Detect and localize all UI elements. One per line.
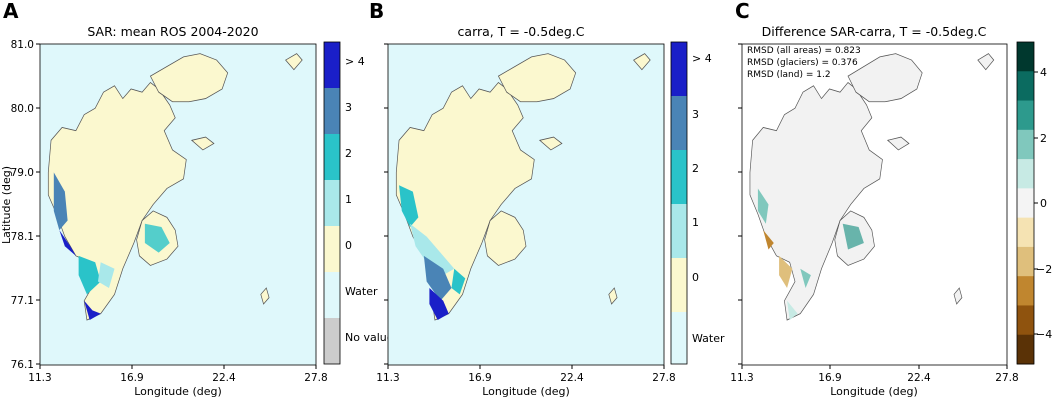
colorbar-segment: [1017, 217, 1034, 248]
colorbar-tick: −4: [1036, 328, 1052, 341]
y-tick: 81.0: [11, 39, 34, 51]
y-tick: 79.0: [11, 167, 34, 179]
y-tick: 76.1: [11, 359, 34, 371]
colorbar-label: 0: [692, 271, 699, 284]
colorbar-tick: 2: [1040, 132, 1047, 145]
panel-b-yaxis: [384, 43, 388, 365]
colorbar-label: > 4: [692, 52, 712, 65]
panel-b-land: [394, 52, 652, 322]
panel-c-title: Difference SAR-carra, T = -0.5deg.C: [762, 24, 987, 39]
colorbar-label: 3: [692, 108, 699, 121]
panel-c-colorbar: 4 2 0 −2 −4: [1016, 41, 1052, 365]
colorbar-label: 1: [692, 216, 699, 229]
colorbar-label: 2: [345, 147, 352, 160]
colorbar-label: 1: [345, 193, 352, 206]
panel-a-xlabel: Longitude (deg): [134, 385, 222, 398]
colorbar-segment: [1017, 71, 1034, 102]
panel-b-xlabel: Longitude (deg): [482, 385, 570, 398]
x-tick: 22.4: [212, 372, 236, 384]
panel-a: A SAR: mean ROS 2004-2020 81.0 80.0 79.0…: [0, 0, 394, 398]
panel-b: B carra, T = -0.5deg.C 11.3 16.9 2: [369, 0, 725, 398]
x-tick: 16.9: [468, 372, 491, 384]
x-tick: 16.9: [120, 372, 143, 384]
x-tick: 27.8: [995, 372, 1018, 384]
colorbar-segment: [1017, 334, 1034, 365]
colorbar-segment: [1017, 188, 1034, 219]
colorbar-segment: [1017, 100, 1034, 131]
y-tick: 78.1: [11, 231, 34, 243]
panel-a-letter: A: [3, 0, 19, 23]
colorbar-label: Water: [345, 285, 378, 298]
colorbar-label: 3: [345, 101, 352, 114]
x-tick: 22.4: [907, 372, 931, 384]
colorbar-label: 2: [692, 162, 699, 175]
panel-b-xaxis: 11.3 16.9 22.4 27.8 Longitude (deg): [376, 365, 676, 398]
stat-line: RMSD (all areas) = 0.823: [747, 46, 861, 56]
x-tick: 22.4: [560, 372, 584, 384]
x-tick: 27.8: [304, 372, 327, 384]
x-tick: 11.3: [376, 372, 399, 384]
x-tick: 11.3: [28, 372, 51, 384]
y-tick: 80.0: [11, 103, 34, 115]
panel-b-title: carra, T = -0.5deg.C: [458, 24, 585, 39]
colorbar-segment: [1017, 159, 1034, 189]
colorbar-label: 0: [345, 239, 352, 252]
x-tick: 16.9: [818, 372, 841, 384]
x-tick: 27.8: [652, 372, 675, 384]
panel-c: C Difference SAR-carra, T = -0.5deg.C RM…: [730, 0, 1052, 398]
panel-a-title: SAR: mean ROS 2004-2020: [87, 24, 258, 39]
panel-a-colorbar: > 4 3 2 1 0 Water No value: [323, 41, 394, 365]
panel-c-letter: C: [735, 0, 750, 23]
colorbar-tick: 4: [1040, 66, 1047, 79]
colorbar-segment: [1017, 305, 1034, 336]
stat-line: RMSD (glaciers) = 0.376: [747, 58, 858, 68]
panel-a-xaxis: 11.3 16.9 22.4 27.8 Longitude (deg): [28, 365, 328, 398]
panel-b-letter: B: [369, 0, 384, 23]
colorbar-segment: [1017, 276, 1034, 306]
colorbar-segment: [1017, 129, 1034, 160]
panel-c-stats: RMSD (all areas) = 0.823 RMSD (glaciers)…: [747, 46, 861, 80]
x-tick: 11.3: [730, 372, 753, 384]
stat-line: RMSD (land) = 1.2: [747, 70, 831, 80]
colorbar-label: No value: [345, 331, 394, 344]
colorbar-segment: [1017, 246, 1034, 277]
panel-a-ylabel: Latitude (deg): [0, 166, 13, 244]
y-tick: 77.1: [11, 295, 34, 307]
panel-c-xaxis: 11.3 16.9 22.4 27.8 Longitude (deg): [730, 365, 1019, 398]
panel-c-land: [748, 52, 996, 322]
panel-a-yaxis: 81.0 80.0 79.0 78.1 77.1 76.1 Latitude (…: [0, 39, 40, 371]
colorbar-label: > 4: [345, 55, 365, 68]
colorbar-tick: −2: [1036, 263, 1052, 276]
panel-b-colorbar: > 4 3 2 1 0 Water: [670, 41, 725, 365]
panel-c-xlabel: Longitude (deg): [830, 385, 918, 398]
colorbar-label: Water: [692, 332, 725, 345]
colorbar-segment: [1017, 42, 1034, 72]
colorbar-tick: 0: [1040, 197, 1047, 210]
panel-a-land: [46, 52, 304, 322]
panel-c-yaxis: [738, 43, 742, 365]
